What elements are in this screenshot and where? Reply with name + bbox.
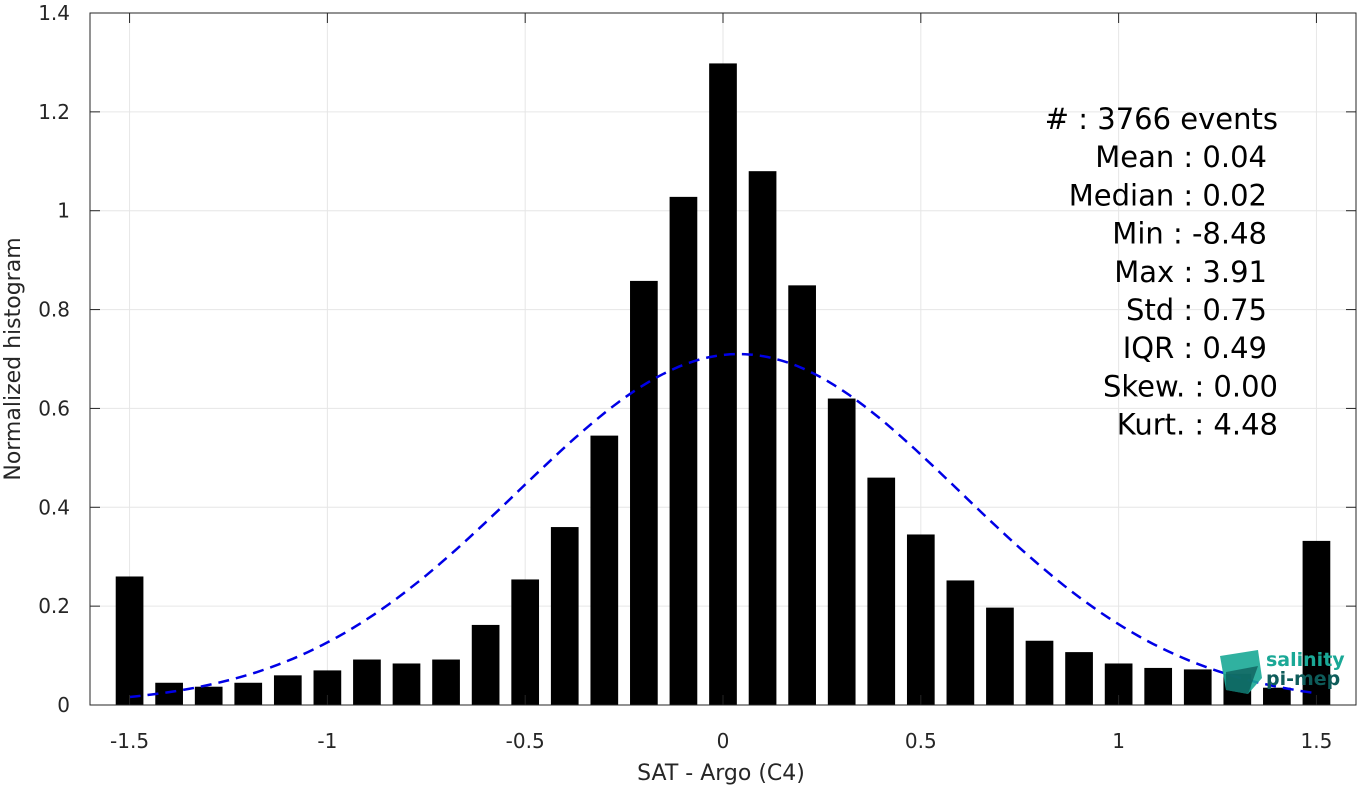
bar-22: [986, 607, 1014, 705]
stat-line-6: IQR : 0.49: [1123, 331, 1267, 365]
bar-19: [867, 477, 896, 705]
bar-21: [946, 580, 975, 705]
x-tick-labels: -1.5 -1 -0.5 0 0.5 1 1.5: [110, 729, 1332, 753]
bar-15: [709, 63, 737, 706]
y-tick-label-2: 0.4: [38, 495, 70, 519]
bar-12: [590, 435, 619, 705]
stat-line-1: Mean : 0.04: [1095, 140, 1267, 174]
bar-20: [906, 534, 935, 705]
x-tick-label-2: -0.5: [506, 729, 545, 753]
logo-icon-shade: [1226, 666, 1258, 694]
y-tick-label-4: 0.8: [38, 298, 70, 322]
stat-line-2: Median : 0.02: [1069, 178, 1267, 212]
bar-13: [630, 280, 658, 705]
y-tick-labels: 0 0.2 0.4 0.6 0.8 1 1.2 1.4: [38, 1, 70, 717]
y-tick-label-1: 0.2: [38, 594, 70, 618]
x-tick-label-1: -1: [317, 729, 337, 753]
stat-line-3: Min : -8.48: [1112, 217, 1267, 251]
bar-26: [1144, 667, 1173, 705]
x-tick-label-6: 1.5: [1301, 729, 1333, 753]
bar-8: [432, 659, 460, 705]
statistics-box: # : 3766 events Mean : 0.04 Median : 0.02 M…: [1045, 102, 1278, 442]
bar-7: [392, 663, 421, 705]
bar-3: [234, 682, 263, 705]
bar-14: [669, 196, 698, 706]
y-tick-label-3: 0.6: [38, 396, 70, 420]
bar-4: [273, 675, 302, 705]
bar-24: [1065, 652, 1093, 705]
bar-23: [1025, 640, 1054, 705]
bar-1: [155, 682, 183, 705]
bar-17: [788, 285, 816, 705]
y-tick-label-6: 1.2: [38, 100, 70, 124]
bar-18: [827, 398, 856, 705]
stat-line-8: Kurt. : 4.48: [1117, 408, 1278, 442]
stat-line-4: Max : 3.91: [1114, 255, 1267, 289]
salinity-pi-mep-logo: salinity pi-mep: [1220, 649, 1345, 694]
histogram-bars: [115, 63, 1331, 706]
bar-11: [550, 527, 579, 705]
bar-27: [1183, 669, 1212, 705]
y-axis-label: Normalized histogram: [1, 237, 26, 480]
y-tick-label-5: 1: [57, 199, 70, 223]
bar-29: [1263, 687, 1291, 705]
bar-30: [1302, 540, 1331, 705]
x-tick-label-5: 1: [1112, 729, 1125, 753]
bar-0: [115, 576, 144, 705]
bar-16: [748, 171, 777, 705]
stat-line-5: Std : 0.75: [1126, 293, 1267, 327]
bar-2: [194, 686, 223, 705]
x-tick-label-0: -1.5: [110, 729, 149, 753]
bar-10: [511, 579, 540, 705]
bar-6: [353, 659, 381, 705]
y-tick-label-0: 0: [57, 693, 70, 717]
axis-ticks: [90, 12, 1356, 706]
y-tick-label-7: 1.4: [38, 1, 70, 25]
x-tick-label-4: 0.5: [905, 729, 937, 753]
stat-line-7: Skew. : 0.00: [1103, 369, 1278, 403]
x-axis-label: SAT - Argo (C4): [637, 761, 805, 786]
stat-line-0: # : 3766 events: [1045, 102, 1278, 136]
bar-9: [471, 624, 500, 705]
logo-line1: salinity: [1266, 649, 1345, 671]
logo-line2: pi-mep: [1266, 668, 1340, 690]
x-tick-label-3: 0: [717, 729, 730, 753]
gaussian-fit-curve: [129, 352, 1317, 699]
